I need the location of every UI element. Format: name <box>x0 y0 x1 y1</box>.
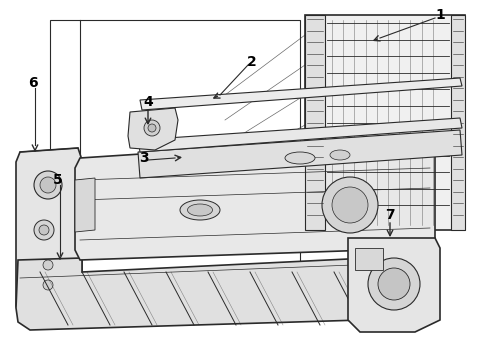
Polygon shape <box>128 108 178 150</box>
Bar <box>451 15 465 230</box>
Circle shape <box>34 220 54 240</box>
Ellipse shape <box>285 152 315 164</box>
Ellipse shape <box>330 150 350 160</box>
Circle shape <box>368 258 420 310</box>
Circle shape <box>39 225 49 235</box>
Text: 2: 2 <box>247 55 257 69</box>
Circle shape <box>144 120 160 136</box>
Ellipse shape <box>180 200 220 220</box>
Polygon shape <box>140 78 462 110</box>
Text: 4: 4 <box>143 95 153 109</box>
Circle shape <box>43 260 53 270</box>
Polygon shape <box>75 135 435 260</box>
Circle shape <box>43 280 53 290</box>
Text: 7: 7 <box>385 208 395 222</box>
Polygon shape <box>348 238 440 332</box>
Circle shape <box>40 177 56 193</box>
Polygon shape <box>138 118 462 152</box>
Text: 5: 5 <box>53 173 63 187</box>
Circle shape <box>322 177 378 233</box>
Circle shape <box>34 171 62 199</box>
Circle shape <box>378 268 410 300</box>
Bar <box>305 15 465 230</box>
Circle shape <box>332 187 368 223</box>
Text: 1: 1 <box>435 8 445 22</box>
Circle shape <box>148 124 156 132</box>
Bar <box>305 15 325 230</box>
Bar <box>355 248 383 270</box>
Text: 3: 3 <box>139 151 149 165</box>
Polygon shape <box>16 255 435 330</box>
Polygon shape <box>16 148 82 318</box>
Ellipse shape <box>188 204 213 216</box>
Polygon shape <box>75 178 95 232</box>
Text: 6: 6 <box>28 76 38 90</box>
Polygon shape <box>138 130 462 178</box>
